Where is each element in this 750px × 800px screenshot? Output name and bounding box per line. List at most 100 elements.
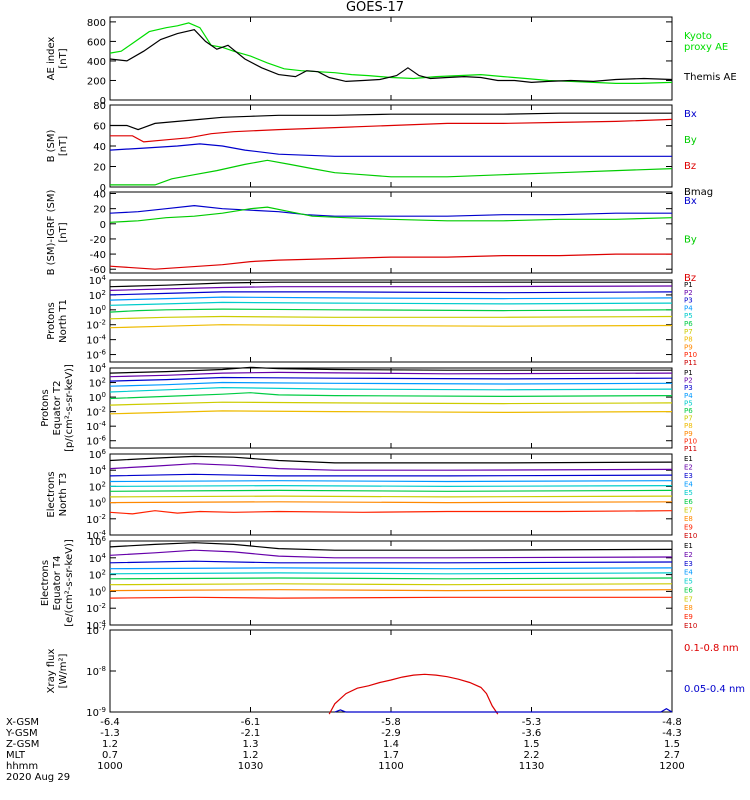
y-tick-label-ae-2: 400: [87, 57, 106, 68]
legend-entry-en-5: E6: [684, 498, 693, 506]
coord-row-label-0: X-GSM: [6, 717, 39, 728]
coord-value-2-3: 1.7: [383, 750, 399, 761]
series-line-pe-5: [109, 392, 673, 400]
coord-value-3-4: 1130: [519, 761, 544, 772]
y-axis-label-xray-1: [W/m²]: [58, 653, 69, 688]
coord-value-1-3: 1.2: [243, 750, 259, 761]
coord-value-4-3: 2.7: [664, 750, 680, 761]
series-line-pn-6: [109, 315, 673, 320]
legend-entry-ee-0: E1: [684, 542, 693, 550]
y-tick-label-pe-2: 100: [89, 391, 106, 404]
legend-entry-pn-7: P8: [684, 336, 693, 344]
series-line-en-3: [109, 480, 673, 483]
y-axis-label-bsm-0: B (SM): [46, 129, 57, 162]
series-line-pn-0: [109, 281, 672, 288]
legend-entry-en-4: E5: [684, 489, 693, 497]
series-line-en-5: [109, 489, 673, 492]
coord-value-2-0: -5.8: [381, 717, 401, 728]
y-tick-label-pn-4: 10-4: [86, 334, 106, 347]
series-line-ee-1: [109, 549, 673, 559]
coord-value-0-1: -1.3: [100, 728, 120, 739]
legend-entry-ee-5: E6: [684, 586, 693, 594]
y-tick-label-pn-2: 100: [89, 304, 106, 317]
coord-value-4-4: 1200: [659, 761, 684, 772]
series-line-pe-6: [109, 401, 673, 406]
y-tick-label-en-2: 102: [89, 480, 106, 493]
series-line-pn-7: [109, 324, 673, 329]
series-line-pe-2: [109, 376, 673, 382]
legend-entry-pe-8: P9: [684, 430, 693, 438]
y-axis-label-ae-0: AE index: [46, 37, 57, 81]
y-tick-label-xray-2: 10-9: [86, 706, 106, 719]
y-tick-label-ee-1: 104: [89, 552, 107, 565]
legend-entry-pn-5: P6: [684, 320, 693, 328]
coord-value-3-1: -3.6: [522, 728, 542, 739]
series-line-en-7: [109, 501, 673, 504]
y-tick-label-en-4: 10-2: [86, 513, 106, 526]
coord-value-4-2: 1.5: [664, 739, 680, 750]
y-tick-label-en-0: 106: [89, 448, 107, 461]
coord-value-0-3: 0.7: [102, 750, 118, 761]
series-line-pe-0: [109, 366, 672, 374]
coord-value-4-1: -4.3: [662, 728, 682, 739]
legend-entry-bigrf-2: Bz: [684, 273, 696, 284]
legend-entry-bsm-1: By: [684, 135, 697, 146]
series-line-xray-0: [328, 673, 499, 715]
series-line-en-2: [109, 473, 673, 477]
y-tick-label-bsm-2: 40: [93, 142, 106, 153]
series-line-pn-3: [109, 296, 673, 301]
panel-frame-ee: [109, 540, 673, 626]
y-tick-label-pe-4: 10-4: [86, 420, 106, 433]
y-tick-label-bigrf-4: 20: [93, 205, 106, 216]
coord-value-4-0: -4.8: [662, 717, 682, 728]
series-line-ee-5: [109, 577, 673, 580]
coord-value-2-2: 1.4: [383, 739, 399, 750]
y-tick-label-en-3: 100: [89, 497, 106, 510]
legend-entry-en-8: E9: [684, 523, 693, 531]
y-tick-label-bigrf-0: -60: [90, 265, 106, 276]
series-line-bsm-3: [110, 159, 673, 186]
legend-entry-bigrf-0: Bx: [684, 196, 697, 207]
y-axis-label-bigrf-1: [nT]: [58, 222, 69, 242]
legend-entry-ee-2: E3: [684, 560, 693, 568]
y-tick-label-bsm-4: 80: [93, 101, 106, 112]
series-line-ae-0: [109, 22, 673, 85]
series-line-pn-2: [109, 291, 673, 296]
legend-entry-pe-10: P11: [684, 445, 697, 453]
y-tick-label-xray-1: 10-8: [86, 665, 106, 678]
legend-entry-pe-4: P5: [684, 399, 693, 407]
coord-row-label-1: Y-GSM: [5, 728, 38, 739]
legend-entry-pe-2: P3: [684, 384, 693, 392]
coord-value-1-4: 1030: [238, 761, 263, 772]
series-line-ee-0: [109, 542, 673, 551]
y-tick-label-pn-0: 104: [89, 274, 107, 287]
series-line-bigrf-1: [109, 206, 673, 223]
panel-frame-bigrf: [109, 191, 673, 274]
y-tick-label-pe-5: 10-6: [86, 435, 106, 448]
legend-entry-bsm-0: Bx: [684, 109, 697, 120]
coord-value-0-4: 1000: [97, 761, 122, 772]
y-tick-label-ee-3: 100: [89, 585, 106, 598]
legend-entry-ee-7: E8: [684, 604, 693, 612]
y-tick-label-en-1: 104: [89, 464, 107, 477]
y-axis-label-ee-0: Electrons: [40, 560, 51, 606]
legend-entry-pe-1: P2: [684, 377, 693, 385]
legend-entry-ae-2: Themis AE: [683, 72, 737, 83]
legend-entry-en-7: E8: [684, 515, 693, 523]
series-line-ee-4: [109, 572, 673, 575]
legend-entry-ee-6: E7: [684, 595, 693, 603]
panel-frame-en: [109, 453, 673, 536]
series-line-ee-6: [109, 583, 673, 586]
legend-entry-en-2: E3: [684, 472, 693, 480]
y-tick-label-pe-1: 102: [89, 377, 106, 390]
legend-entry-pe-6: P7: [684, 415, 693, 423]
y-tick-label-bigrf-3: 0: [100, 220, 106, 231]
series-line-bsm-0: [110, 112, 672, 131]
y-tick-label-ee-2: 102: [89, 569, 106, 582]
series-line-pn-5: [109, 308, 673, 313]
series-line-ee-3: [109, 567, 673, 570]
legend-entry-pn-2: P3: [684, 297, 693, 305]
coord-value-2-1: -2.9: [381, 728, 401, 739]
y-tick-label-pn-5: 10-6: [86, 349, 106, 362]
plot-title: GOES-17: [345, 0, 404, 15]
